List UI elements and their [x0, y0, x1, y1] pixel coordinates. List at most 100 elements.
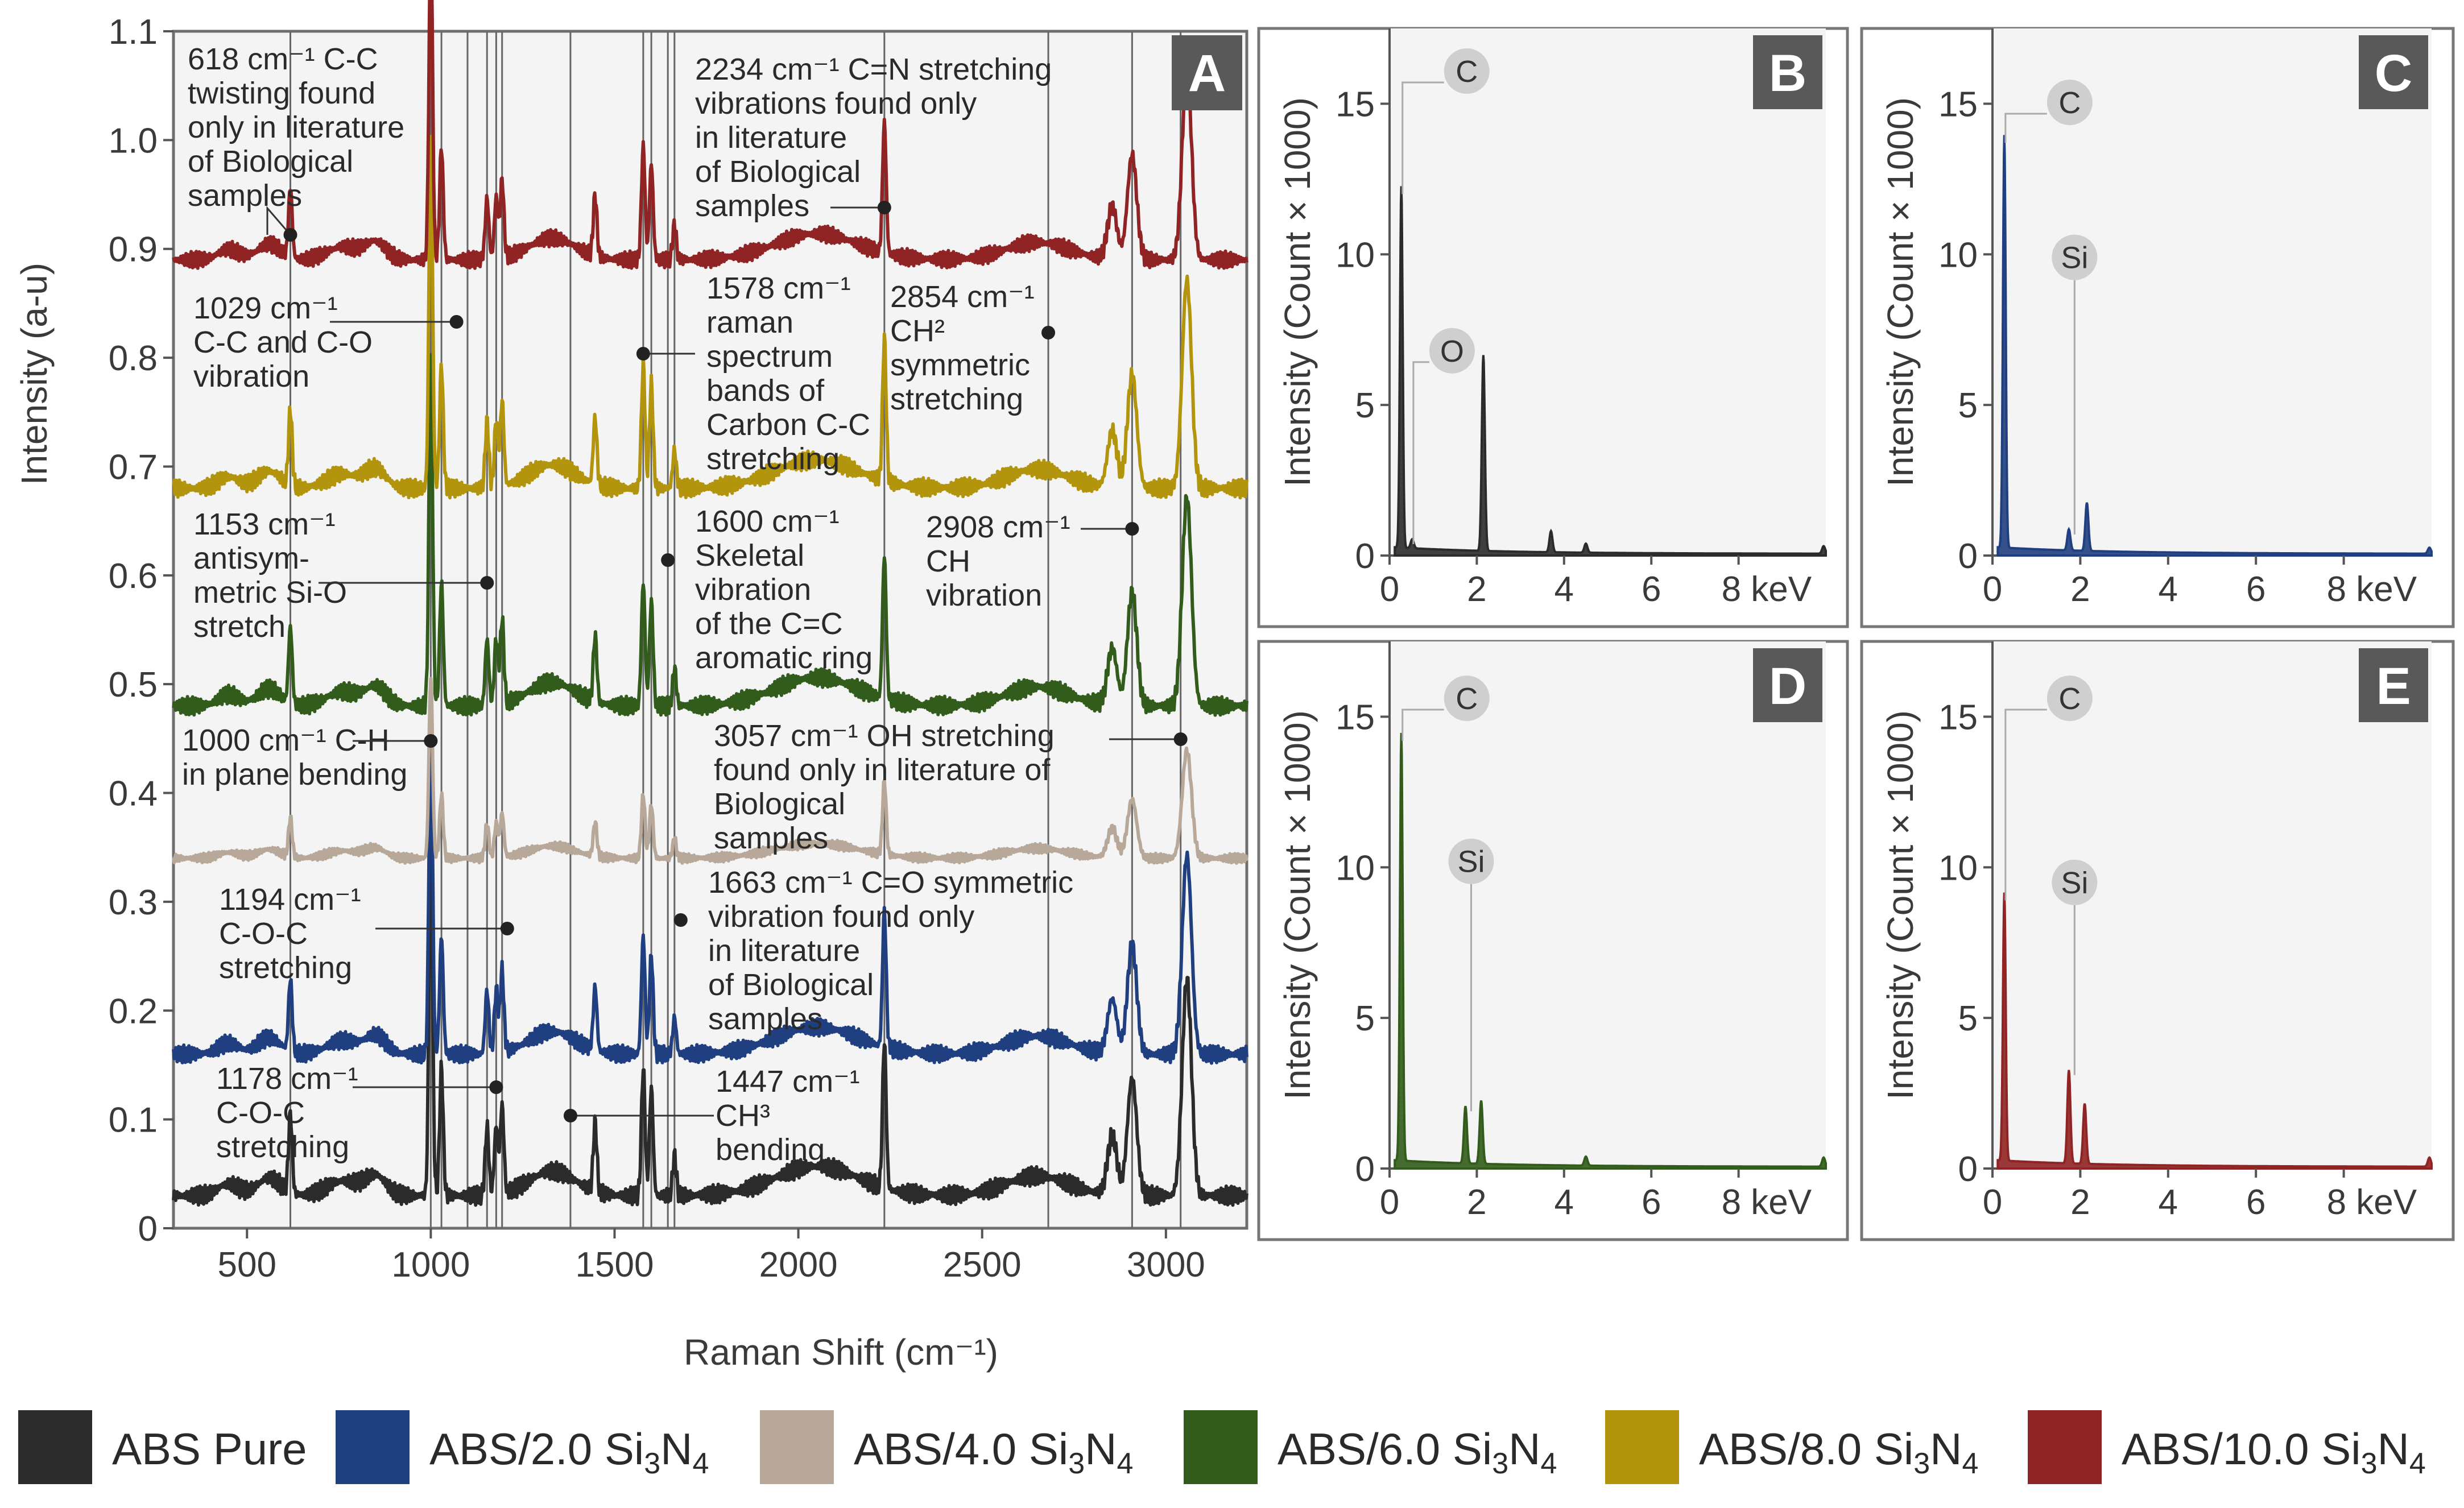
edx-y-tick-label: 15: [1938, 698, 1978, 737]
legend-label: ABS/10.0 Si3N4: [2122, 1424, 2426, 1480]
y-axis-label: Intensity (a-u): [14, 263, 55, 485]
annotation-text: vibration: [926, 578, 1042, 612]
edx-panel: 0 5 10 15 0 2 4 6 8 keV Intensity (Count × 1000) B…: [1257, 27, 1849, 628]
annotation-text: 618 cm⁻¹ C-C: [188, 42, 378, 76]
edx-x-tick-label: 6: [1642, 1183, 1661, 1222]
edx-x-tick-label: 0: [1983, 570, 2002, 609]
legend-subscript: 4: [692, 1447, 709, 1480]
peak-label-bubble: [2047, 80, 2093, 125]
peak-label-bubble: [1448, 838, 1494, 884]
edx-x-tick-label: 0: [1380, 1183, 1399, 1222]
edx-y-tick-label: 0: [1958, 1150, 1978, 1189]
edx-y-axis-label: Intensity (Count × 1000): [1277, 97, 1318, 487]
y-tick-label: 0: [138, 1209, 158, 1249]
panel-badge-letter: A: [1188, 44, 1226, 102]
annotation-dot: [1173, 732, 1188, 746]
peak-leader: [1401, 81, 1444, 194]
annotation-text: metric Si-O: [193, 575, 347, 610]
edx-y-tick-label: 5: [1958, 386, 1978, 425]
annotation: 1000 cm⁻¹ C-Hin plane bending: [182, 723, 438, 792]
legend-subscript: 4: [2409, 1447, 2426, 1480]
legend-subscript: 3: [1492, 1447, 1508, 1480]
edx-y-tick-label: 10: [1336, 235, 1375, 275]
edx-x-tick-label: 4: [2159, 570, 2178, 609]
edx-x-tick-label: 8 keV: [2327, 1183, 2417, 1222]
annotation-text: found only in literature of: [714, 753, 1051, 787]
annotation-text: in literature: [708, 934, 860, 968]
x-tick-label: 1500: [576, 1245, 654, 1285]
edx-x-tick-label: 0: [1983, 1183, 2002, 1222]
panel-badge: [2359, 35, 2428, 109]
edx-x-tick-label: 8 keV: [1722, 570, 1812, 609]
annotation-text: stretch: [193, 610, 286, 644]
legend: ABS Pure ABS/2.0 Si3N4 ABS/4.0 Si3N4 ABS/6.…: [18, 1410, 2426, 1484]
x-tick-label: 2000: [759, 1245, 838, 1285]
x-tick-label: 3000: [1127, 1245, 1205, 1285]
legend-subscript: 3: [1913, 1447, 1930, 1480]
annotation-text: in plane bending: [182, 757, 407, 792]
legend-subscript: 4: [1962, 1447, 1978, 1480]
y-tick-label: 1.0: [109, 121, 158, 160]
legend-label-main: ABS/8.0 Si: [1699, 1424, 1913, 1474]
annotation-text: vibrations found only: [695, 86, 977, 121]
annotation-dot: [500, 922, 514, 935]
annotation-text: aromatic ring: [695, 641, 873, 675]
annotation-dot: [449, 315, 464, 329]
x-axis-label: Raman Shift (cm⁻¹): [684, 1332, 998, 1373]
edx-y-tick-label: 0: [1958, 537, 1978, 576]
annotation-text: in literature: [695, 121, 847, 155]
edx-plot-area: [1992, 641, 2432, 1169]
edx-x-tick-label: 4: [2159, 1183, 2178, 1222]
edx-x-tick-label: 8 keV: [1722, 1183, 1812, 1222]
annotation-text: samples: [714, 821, 828, 855]
annotation-text: samples: [188, 179, 302, 213]
peak-label: Si: [2061, 866, 2088, 900]
annotation-text: C-C and C-O: [193, 325, 373, 359]
spectrum-line: [172, 0, 1248, 270]
annotation-dot: [563, 1109, 577, 1122]
edx-y-tick-label: 5: [1355, 999, 1375, 1038]
legend-swatch: [18, 1410, 92, 1484]
edx-x-tick-label: 6: [2246, 570, 2265, 609]
legend-label-main: ABS/6.0 Si: [1278, 1424, 1492, 1474]
annotation-text: samples: [695, 189, 809, 223]
edx-y-tick-label: 15: [1336, 698, 1375, 737]
legend-subscript: 4: [1540, 1447, 1557, 1480]
edx-y-tick-label: 5: [1355, 386, 1375, 425]
legend-label: ABS Pure: [112, 1424, 307, 1474]
annotation-text: 3057 cm⁻¹ OH stretching: [714, 719, 1055, 753]
edx-plot-area: [1390, 28, 1826, 556]
peak-label-bubble: [2047, 676, 2093, 721]
edx-spectrum: [1394, 732, 1827, 1170]
y-tick-label: 0.5: [109, 665, 158, 705]
peak-label-bubble: [1429, 328, 1475, 374]
annotation-text: twisting found: [188, 76, 375, 110]
edx-y-tick-label: 10: [1938, 235, 1978, 275]
legend-subscript: 3: [1068, 1447, 1085, 1480]
legend-label-n: N: [660, 1424, 692, 1474]
annotation-text: bending: [716, 1133, 825, 1167]
edx-y-tick-label: 10: [1336, 848, 1375, 888]
edx-x-tick-label: 6: [1642, 570, 1661, 609]
annotation-text: bands of: [706, 374, 825, 408]
y-tick-label: 0.9: [109, 230, 158, 270]
annotation-text: only in literature: [188, 110, 404, 144]
legend-subscript: 3: [2361, 1447, 2378, 1480]
legend-label-main: ABS/10.0 Si: [2122, 1424, 2361, 1474]
annotation-text: 1194 cm⁻¹: [219, 883, 361, 917]
peak-label: Si: [1457, 845, 1485, 879]
annotation-dot: [673, 913, 688, 927]
x-tick-label: 2500: [943, 1245, 1022, 1285]
y-tick-label: 0.1: [109, 1101, 158, 1140]
annotation-text: 2908 cm⁻¹: [926, 510, 1070, 544]
edx-y-tick-label: 10: [1938, 848, 1978, 888]
edx-y-axis-label: Intensity (Count × 1000): [1277, 710, 1318, 1100]
legend-swatch: [1184, 1410, 1258, 1484]
edx-spectrum: [1996, 892, 2433, 1170]
annotation-text: spectrum: [706, 339, 833, 374]
